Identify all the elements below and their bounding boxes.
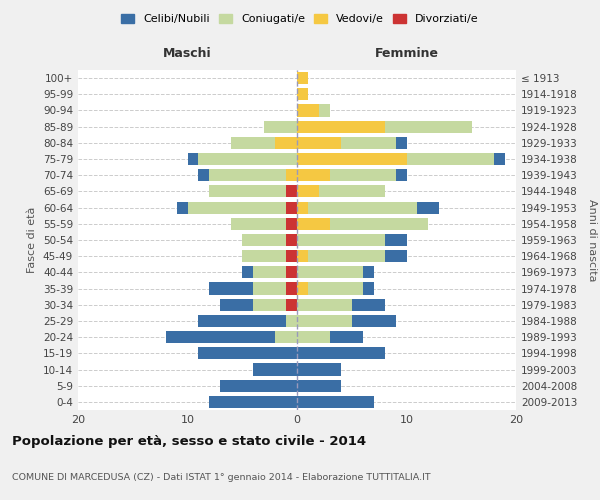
Bar <box>319 186 385 198</box>
Bar <box>297 331 330 343</box>
Bar <box>286 266 297 278</box>
Bar <box>297 234 385 246</box>
Bar <box>286 298 297 311</box>
Bar <box>494 153 505 165</box>
Bar <box>297 315 352 327</box>
Bar <box>253 266 286 278</box>
Bar <box>232 137 275 149</box>
Bar <box>176 202 188 213</box>
Bar <box>275 137 297 149</box>
Bar <box>297 396 374 408</box>
Bar <box>330 218 428 230</box>
Y-axis label: Fasce di età: Fasce di età <box>28 207 37 273</box>
Bar <box>209 186 286 198</box>
Bar <box>275 331 297 343</box>
Bar <box>297 72 308 84</box>
Text: Maschi: Maschi <box>163 48 212 60</box>
Bar <box>330 331 363 343</box>
Bar <box>330 169 395 181</box>
Bar <box>297 104 319 117</box>
Bar <box>297 218 330 230</box>
Bar <box>242 266 253 278</box>
Bar <box>297 380 341 392</box>
Bar <box>188 153 199 165</box>
Bar <box>297 348 385 360</box>
Bar <box>363 282 374 294</box>
Bar <box>308 250 385 262</box>
Bar <box>253 282 286 294</box>
Bar <box>242 234 286 246</box>
Text: COMUNE DI MARCEDUSA (CZ) - Dati ISTAT 1° gennaio 2014 - Elaborazione TUTTITALIA.: COMUNE DI MARCEDUSA (CZ) - Dati ISTAT 1°… <box>12 472 431 482</box>
Bar <box>395 169 407 181</box>
Bar <box>286 250 297 262</box>
Bar <box>209 169 286 181</box>
Bar <box>209 282 253 294</box>
Bar <box>220 298 253 311</box>
Bar <box>297 120 385 132</box>
Bar <box>286 218 297 230</box>
Bar <box>385 120 472 132</box>
Bar <box>297 364 341 376</box>
Bar <box>199 348 297 360</box>
Bar <box>199 153 297 165</box>
Bar <box>297 298 352 311</box>
Bar <box>341 137 395 149</box>
Bar <box>297 153 407 165</box>
Bar <box>199 315 286 327</box>
Bar <box>242 250 286 262</box>
Bar <box>385 250 407 262</box>
Bar <box>352 298 385 311</box>
Bar <box>407 153 494 165</box>
Bar <box>297 202 308 213</box>
Bar <box>166 331 275 343</box>
Bar <box>363 266 374 278</box>
Bar <box>297 137 341 149</box>
Bar <box>297 266 363 278</box>
Bar <box>352 315 395 327</box>
Bar <box>220 380 297 392</box>
Bar <box>232 218 286 230</box>
Bar <box>286 186 297 198</box>
Bar <box>418 202 439 213</box>
Bar <box>297 88 308 101</box>
Bar <box>286 169 297 181</box>
Bar <box>199 169 209 181</box>
Bar <box>286 234 297 246</box>
Text: Femmine: Femmine <box>374 48 439 60</box>
Bar <box>297 250 308 262</box>
Bar <box>395 137 407 149</box>
Y-axis label: Anni di nascita: Anni di nascita <box>587 198 597 281</box>
Bar <box>253 298 286 311</box>
Bar <box>297 169 330 181</box>
Bar <box>253 364 297 376</box>
Bar <box>286 315 297 327</box>
Bar <box>286 282 297 294</box>
Bar <box>297 282 308 294</box>
Bar <box>297 186 319 198</box>
Bar <box>188 202 286 213</box>
Text: Popolazione per età, sesso e stato civile - 2014: Popolazione per età, sesso e stato civil… <box>12 435 366 448</box>
Bar <box>385 234 407 246</box>
Bar <box>308 202 418 213</box>
Bar <box>319 104 330 117</box>
Legend: Celibi/Nubili, Coniugati/e, Vedovi/e, Divorziati/e: Celibi/Nubili, Coniugati/e, Vedovi/e, Di… <box>118 10 482 28</box>
Bar <box>209 396 297 408</box>
Bar <box>264 120 297 132</box>
Bar <box>308 282 363 294</box>
Bar <box>286 202 297 213</box>
